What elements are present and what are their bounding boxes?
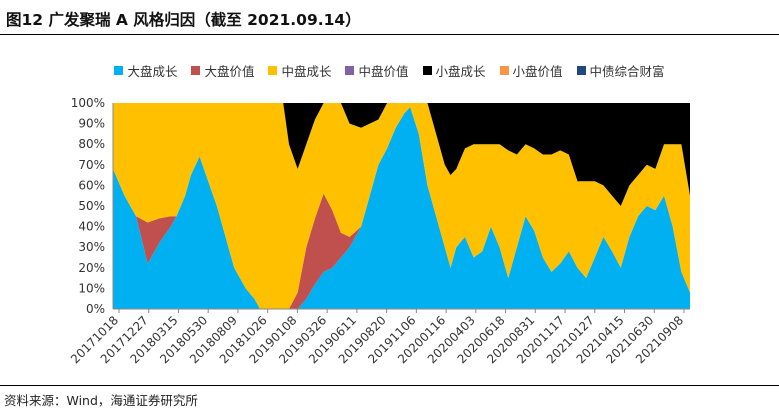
source-rule — [0, 385, 779, 386]
legend-label: 中盘成长 — [281, 63, 332, 79]
chart-svg: 0% 10% 20% 30% 40% 50% 60% 70% 80% 90% 100% 201710… — [68, 96, 690, 366]
legend-item: 大盘价值 — [191, 61, 254, 80]
legend-label: 小盘价值 — [512, 63, 563, 79]
legend-item: 大盘成长 — [114, 61, 177, 80]
y-tick-label: 80% — [78, 137, 105, 151]
legend-label: 中债综合财富 — [589, 63, 665, 79]
legend-swatch — [268, 65, 278, 75]
y-tick-label: 10% — [78, 281, 105, 295]
x-axis: 2017101820171227201803152018053020180809… — [68, 308, 690, 366]
legend-item: 小盘价值 — [499, 61, 563, 80]
legend-item: 中债综合财富 — [576, 61, 665, 80]
y-tick-label: 60% — [78, 178, 105, 192]
y-tick-label: 40% — [78, 220, 105, 234]
legend-label: 中盘价值 — [358, 63, 409, 79]
title-underline — [0, 34, 779, 35]
y-tick-label: 50% — [78, 199, 105, 213]
y-tick-label: 70% — [78, 158, 105, 172]
y-axis: 0% 10% 20% 30% 40% 50% 60% 70% 80% 90% 100% — [71, 96, 114, 316]
y-tick-label: 90% — [78, 117, 105, 131]
legend-swatch — [422, 65, 432, 75]
series-area-0 — [113, 107, 690, 310]
legend-label: 小盘成长 — [435, 63, 486, 79]
legend-label: 大盘价值 — [204, 63, 255, 79]
figure-title: 图12 广发聚瑞 A 风格归因（截至 2021.09.14） — [6, 11, 361, 29]
legend-swatch — [499, 65, 509, 75]
chart-legend: 大盘成长 大盘价值 中盘成长 中盘价值 小盘成长 小盘价值 中债综合财富 — [0, 60, 779, 80]
series-area-4 — [113, 103, 690, 206]
series-layer — [113, 103, 690, 310]
y-tick-label: 30% — [78, 240, 105, 254]
y-tick-label: 100% — [71, 96, 105, 110]
legend-label: 大盘成长 — [127, 63, 178, 79]
legend-swatch — [191, 65, 201, 75]
legend-item: 中盘成长 — [268, 61, 331, 80]
legend-swatch — [576, 65, 586, 75]
legend-item: 小盘成长 — [422, 61, 486, 80]
legend-item: 中盘价值 — [345, 61, 409, 80]
y-tick-label: 0% — [86, 302, 105, 316]
legend-swatch — [114, 65, 124, 75]
legend-swatch — [345, 65, 355, 75]
y-tick-label: 20% — [78, 261, 105, 275]
source-note: 资料来源：Wind，海通证券研究所 — [4, 393, 198, 408]
